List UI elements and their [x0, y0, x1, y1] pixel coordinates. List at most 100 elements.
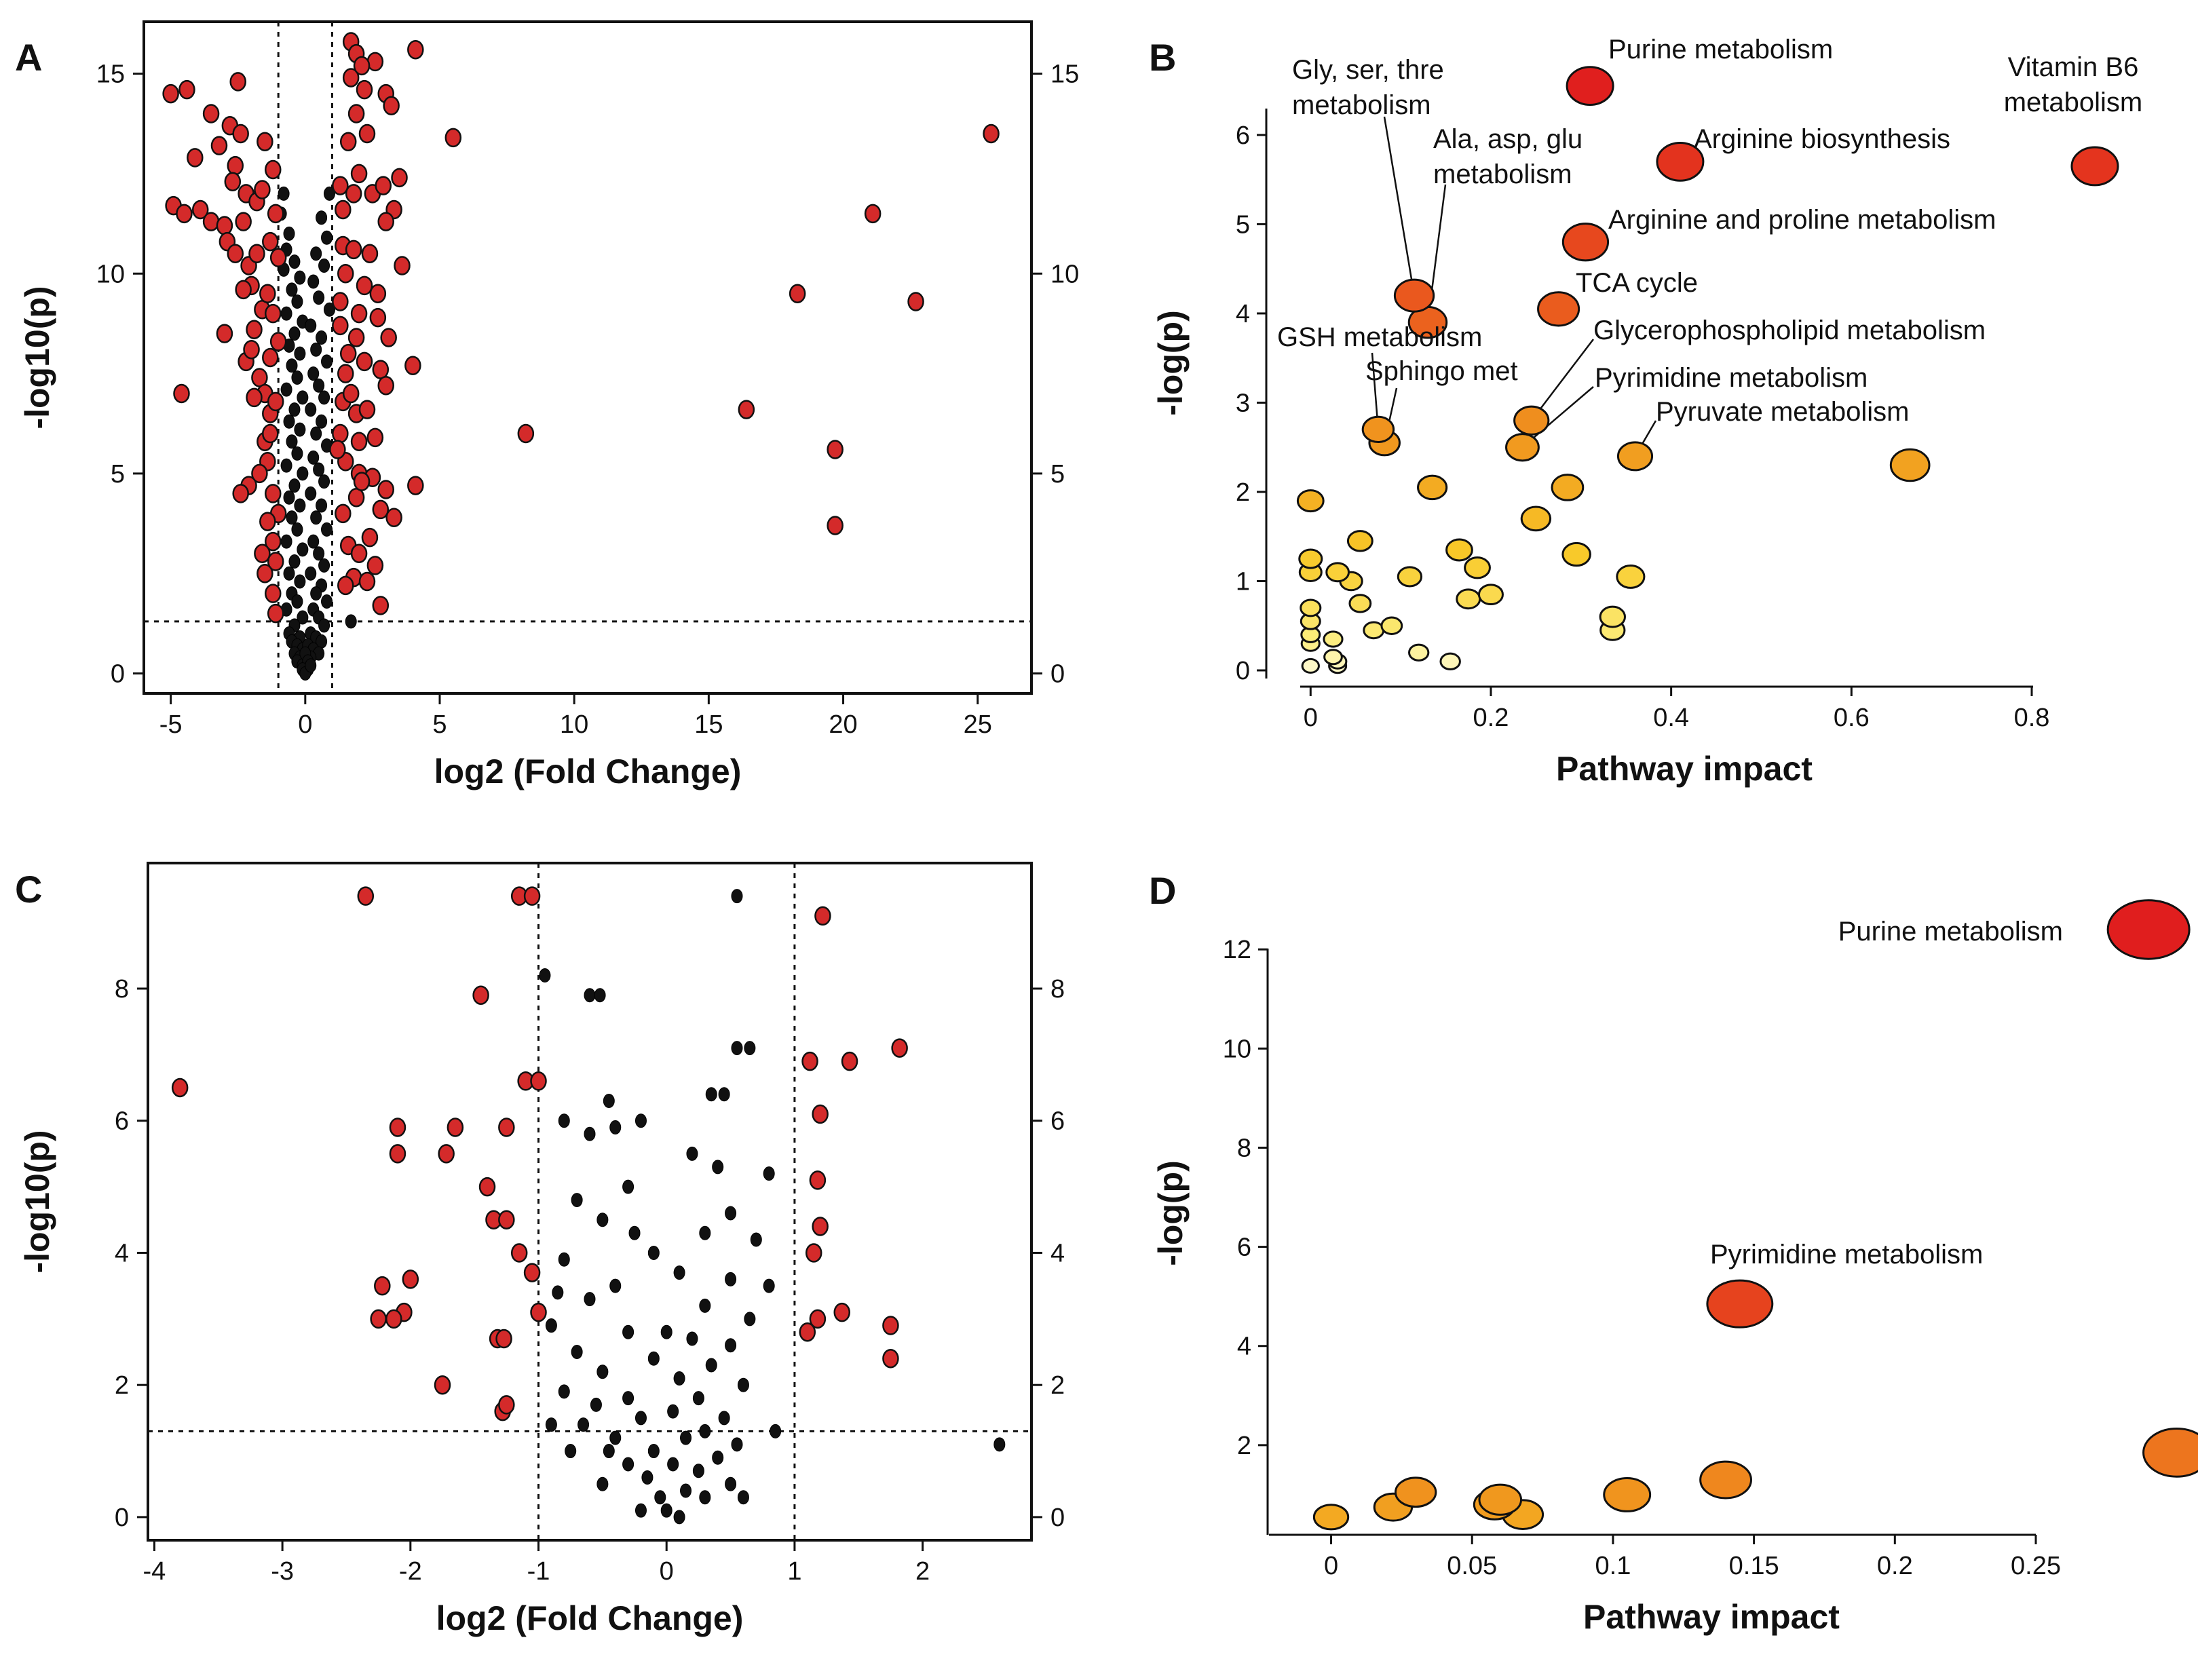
non-significant-point	[280, 382, 292, 397]
x-tick-label: 0.8	[2014, 704, 2050, 732]
x-axis-title: log2 (Fold Change)	[434, 752, 742, 790]
significant-point	[332, 176, 349, 195]
significant-point	[227, 155, 244, 176]
pathway-bubble	[1616, 441, 1654, 472]
right-y-tick-label: 8	[1050, 975, 1065, 1004]
y-tick-label: 6	[1237, 1234, 1251, 1262]
non-significant-point	[692, 1464, 704, 1478]
y-axis-title: -log10(p)	[18, 286, 56, 429]
x-tick-label: 10	[560, 710, 588, 739]
non-significant-point	[305, 566, 317, 581]
significant-point	[267, 603, 284, 624]
significant-point	[891, 1038, 908, 1058]
non-significant-point	[316, 414, 328, 429]
non-significant-point	[647, 1444, 660, 1459]
significant-point	[216, 324, 233, 343]
right-y-tick-label: 15	[1050, 60, 1079, 89]
significant-point	[358, 123, 376, 144]
non-significant-point	[622, 1457, 634, 1472]
x-tick-label: 0.2	[1877, 1552, 1913, 1580]
significant-point	[882, 1348, 899, 1369]
pathway-bubble	[2070, 146, 2119, 187]
non-significant-point	[594, 988, 606, 1003]
non-significant-point	[628, 1225, 641, 1240]
pathway-bubble	[1323, 630, 1344, 648]
non-significant-point	[318, 558, 330, 573]
significant-point	[434, 1375, 451, 1395]
significant-point	[235, 280, 252, 300]
significant-point	[229, 72, 246, 92]
pathway-bubble	[1325, 562, 1350, 583]
non-significant-point	[725, 1272, 737, 1286]
significant-point	[827, 516, 844, 535]
significant-point	[394, 256, 411, 275]
significant-point	[337, 264, 354, 284]
non-significant-point	[673, 1265, 685, 1280]
pathway-bubble	[1363, 621, 1385, 640]
pathway-label-line: metabolism	[2004, 88, 2143, 117]
non-significant-point	[283, 414, 295, 429]
non-significant-point	[634, 1411, 647, 1426]
significant-point	[374, 1276, 391, 1296]
significant-point	[350, 164, 368, 184]
significant-point	[243, 339, 260, 360]
non-significant-point	[667, 1404, 679, 1419]
significant-point	[366, 52, 384, 72]
y-tick-label: 2	[1237, 1432, 1251, 1460]
y-tick-label: 6	[1236, 121, 1250, 150]
significant-point	[342, 383, 360, 404]
non-significant-point	[291, 446, 303, 461]
non-significant-point	[294, 498, 306, 513]
non-significant-point	[609, 1120, 622, 1134]
significant-point	[162, 83, 179, 104]
non-significant-point	[321, 354, 333, 369]
x-tick-label: 2	[915, 1557, 930, 1586]
non-significant-point	[673, 1510, 685, 1525]
non-significant-point	[288, 254, 301, 269]
y-tick-label: 3	[1236, 389, 1250, 417]
non-significant-point	[603, 1094, 615, 1109]
significant-point	[841, 1051, 858, 1071]
non-significant-point	[731, 889, 743, 904]
pathway-bubble	[1520, 505, 1552, 532]
significant-point	[377, 376, 394, 396]
significant-point	[265, 531, 282, 552]
significant-point	[202, 212, 220, 231]
non-significant-point	[647, 1351, 660, 1366]
pathway-bubble	[1616, 564, 1646, 589]
pathway-label: Pyruvate metabolism	[1656, 397, 1909, 427]
x-tick-label: 0.15	[1729, 1552, 1779, 1580]
non-significant-point	[763, 1278, 775, 1293]
non-significant-point	[297, 466, 309, 481]
significant-point	[262, 423, 279, 444]
non-significant-point	[654, 1490, 666, 1505]
non-significant-point	[286, 434, 298, 449]
significant-point	[353, 56, 371, 76]
non-significant-point	[280, 306, 292, 321]
non-significant-point	[545, 1417, 557, 1432]
pathway-bubble	[1393, 278, 1435, 313]
x-axis-title: Pathway impact	[1583, 1598, 1840, 1636]
non-significant-point	[313, 290, 325, 305]
non-significant-point	[286, 510, 298, 525]
pathway-bubble	[1408, 643, 1430, 662]
significant-point	[339, 343, 357, 364]
right-y-tick-label: 4	[1050, 1239, 1065, 1267]
significant-point	[265, 159, 282, 180]
non-significant-point	[641, 1470, 653, 1485]
significant-point	[259, 512, 276, 531]
right-y-tick-label: 5	[1050, 460, 1065, 489]
non-significant-point	[310, 246, 322, 261]
non-significant-point	[310, 510, 322, 525]
non-significant-point	[750, 1232, 762, 1247]
non-significant-point	[680, 1430, 692, 1445]
non-significant-point	[294, 574, 306, 589]
significant-point	[350, 432, 368, 451]
non-significant-point	[584, 988, 596, 1003]
significant-point	[498, 1210, 515, 1230]
non-significant-point	[699, 1298, 711, 1313]
y-tick-label: 2	[1236, 478, 1250, 507]
non-significant-point	[313, 378, 325, 393]
significant-point	[265, 484, 282, 503]
